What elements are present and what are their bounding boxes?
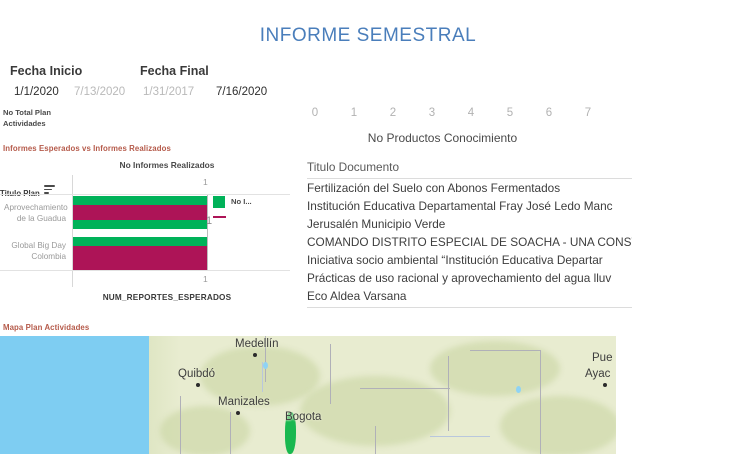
map-boundary bbox=[375, 426, 376, 454]
axis-tick: 1 bbox=[350, 107, 358, 119]
legend-entry-esperados[interactable] bbox=[213, 210, 293, 225]
target-line bbox=[207, 195, 208, 270]
value-axis-line bbox=[72, 175, 73, 287]
axis-tick-group: 0 1 2 3 4 5 6 7 bbox=[300, 107, 736, 123]
map-boundary bbox=[448, 356, 449, 431]
value-label-bottom: 1 bbox=[203, 274, 208, 284]
map-boundary bbox=[360, 388, 450, 389]
map-city-dot bbox=[253, 353, 257, 357]
productos-conocimiento-axis: 0 1 2 3 4 5 6 7 No Productos Conocimiento bbox=[300, 107, 736, 153]
map-city-label: Bogota bbox=[285, 411, 322, 423]
map-river bbox=[430, 436, 490, 437]
map-terrain bbox=[500, 396, 616, 454]
map-boundary bbox=[265, 336, 266, 382]
axis-tick: 6 bbox=[545, 107, 553, 119]
axis-tick: 3 bbox=[428, 107, 436, 119]
value-label-middle: 1 bbox=[206, 215, 213, 227]
chart-title: No Informes Realizados bbox=[119, 160, 215, 170]
bar-esperados-2[interactable] bbox=[73, 246, 207, 270]
date-filter-group[interactable]: Fecha Inicio Fecha Final 1/1/2020 7/13/2… bbox=[0, 64, 330, 106]
map-boundary bbox=[230, 412, 231, 454]
axis-tick: 7 bbox=[584, 107, 592, 119]
map-section-header: Mapa Plan Actividades bbox=[3, 323, 90, 332]
table-row[interactable]: Institución Educativa Departamental Fray… bbox=[307, 199, 613, 213]
informes-bar-chart: No Informes Realizados Titulo Plan Aprov… bbox=[0, 155, 300, 310]
axis-tick: 4 bbox=[467, 107, 475, 119]
sort-filter-icon[interactable] bbox=[44, 185, 56, 196]
legend-label: No I... bbox=[231, 197, 252, 206]
gridline bbox=[0, 270, 290, 271]
table-row[interactable]: Iniciativa socio ambiental “Institución … bbox=[307, 253, 603, 267]
map-lake bbox=[263, 362, 268, 369]
category-tick-label: Aprovechamiento de la Guadua bbox=[4, 203, 68, 223]
total-plan-actividades-caption: No Total Plan Actividades bbox=[3, 108, 51, 128]
value-label-top: 1 bbox=[203, 177, 208, 187]
bar-realizados-2[interactable] bbox=[73, 237, 207, 246]
fecha-final-label: Fecha Final bbox=[140, 64, 209, 78]
axis-caption: No Productos Conocimiento bbox=[367, 131, 518, 145]
page-title: INFORME SEMESTRAL bbox=[259, 25, 477, 46]
map-city-dot bbox=[236, 411, 240, 415]
category-tick-label: Global Big Day Colombia bbox=[11, 241, 66, 261]
table-body: Fertilización del Suelo con Abonos Ferme… bbox=[307, 179, 632, 305]
map-river bbox=[262, 362, 263, 392]
fecha-final-value[interactable]: 1/31/2017 bbox=[143, 86, 195, 98]
table-row[interactable]: Fertilización del Suelo con Abonos Ferme… bbox=[307, 181, 561, 195]
fecha-inicio-label: Fecha Inicio bbox=[10, 64, 83, 78]
map-city-label: Medellín bbox=[235, 338, 279, 350]
map-city-label: Pue bbox=[592, 352, 613, 364]
chart-legend: No I... bbox=[213, 195, 293, 225]
axis-tick: 0 bbox=[311, 107, 319, 119]
gridline bbox=[0, 194, 290, 195]
map-highlighted-region[interactable] bbox=[285, 412, 296, 454]
column-header-titulo-documento[interactable]: Titulo Documento bbox=[307, 160, 632, 179]
axis-tick: 5 bbox=[506, 107, 514, 119]
plan-actividades-map[interactable]: Medellín Quibdó Manizales Bogota Pue Ayac bbox=[0, 336, 616, 454]
map-boundary bbox=[330, 344, 331, 404]
bar-realizados-1[interactable] bbox=[73, 196, 207, 205]
bar-realizados-1b[interactable] bbox=[73, 220, 207, 229]
legend-entry-realizados[interactable]: No I... bbox=[213, 195, 293, 210]
chart-plot-area: Aprovechamiento de la Guadua Global Big … bbox=[0, 175, 290, 287]
bar-esperados-1[interactable] bbox=[73, 205, 207, 220]
map-terrain bbox=[200, 346, 320, 406]
map-ocean bbox=[0, 336, 150, 454]
map-terrain bbox=[160, 406, 250, 454]
legend-swatch-green-icon bbox=[213, 196, 225, 208]
map-boundary bbox=[180, 396, 181, 454]
table-footer-divider bbox=[307, 307, 632, 308]
titulo-plan-label: Titulo Plan bbox=[0, 189, 66, 198]
fecha-final-range-end[interactable]: 7/16/2020 bbox=[216, 86, 268, 98]
map-lake bbox=[516, 386, 521, 393]
table-row[interactable]: COMANDO DISTRITO ESPECIAL DE SOACHA - UN… bbox=[307, 235, 632, 249]
map-boundary bbox=[540, 350, 541, 454]
table-row[interactable]: Eco Aldea Varsana bbox=[307, 289, 407, 303]
map-city-label: Ayac bbox=[585, 368, 611, 380]
legend-swatch-crimson-icon bbox=[213, 216, 226, 218]
axis-tick: 2 bbox=[389, 107, 397, 119]
map-city-dot bbox=[196, 383, 200, 387]
table-row[interactable]: Jerusalén Municipio Verde bbox=[307, 217, 446, 231]
fecha-inicio-range-end[interactable]: 7/13/2020 bbox=[74, 86, 126, 98]
documents-table: Titulo Documento Fertilización del Suelo… bbox=[307, 160, 632, 308]
map-city-label: Quibdó bbox=[178, 368, 216, 380]
chart-section-header: Informes Esperados vs Informes Realizado… bbox=[3, 144, 171, 153]
map-city-dot bbox=[603, 383, 607, 387]
table-row[interactable]: Prácticas de uso racional y aprovechamie… bbox=[307, 271, 612, 285]
fecha-inicio-value[interactable]: 1/1/2020 bbox=[14, 86, 59, 98]
map-boundary bbox=[470, 350, 540, 351]
x-axis-caption: NUM_REPORTES_ESPERADOS bbox=[102, 293, 232, 302]
map-city-label: Manizales bbox=[218, 396, 270, 408]
